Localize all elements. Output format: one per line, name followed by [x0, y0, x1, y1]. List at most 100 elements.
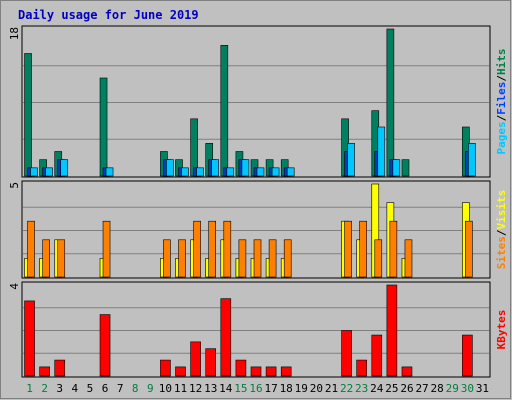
- panel-hits: 18 Pages/Files/Hits: [8, 25, 508, 178]
- bar-pages-day-10: [166, 159, 174, 177]
- bar-kbytes-day-22: [341, 330, 352, 377]
- panel-hits-legend-label: Pages/Files/Hits: [495, 49, 508, 155]
- bar-kbytes-day-1: [24, 300, 35, 377]
- bar-sites-day-24: [374, 239, 383, 278]
- day-label-3: 3: [56, 382, 63, 395]
- bar-kbytes-day-16: [250, 366, 262, 377]
- bar-sites-day-17: [268, 239, 277, 278]
- bar-sites-day-11: [178, 239, 186, 278]
- day-label-18: 18: [280, 382, 293, 395]
- legend-part: Sites: [495, 236, 508, 269]
- day-label-10: 10: [159, 382, 172, 395]
- bar-pages-day-11: [181, 167, 189, 177]
- bar-sites-day-12: [193, 220, 201, 278]
- bar-sites-day-6: [102, 220, 111, 278]
- bar-hits-day-1: [24, 53, 32, 177]
- series-sites: [27, 220, 473, 278]
- panel-visits-legend-label: Sites/Visits: [495, 190, 508, 270]
- panel-visits-ymax-label: 5: [8, 182, 21, 189]
- bar-kbytes-day-25: [386, 284, 398, 377]
- bar-hits-day-12: [190, 118, 198, 177]
- day-label-16: 16: [249, 382, 262, 395]
- bar-kbytes-day-14: [220, 298, 232, 377]
- day-label-19: 19: [295, 382, 308, 395]
- bar-kbytes-day-3: [54, 359, 66, 377]
- bar-sites-day-3: [57, 239, 66, 278]
- bar-pages-day-3: [60, 159, 69, 177]
- panel-kbytes: 4 KBytes: [8, 281, 508, 378]
- day-label-15: 15: [234, 382, 247, 395]
- day-label-14: 14: [219, 382, 233, 395]
- series-pages: [30, 126, 476, 177]
- panel-kbytes-plot-area: [21, 281, 491, 378]
- bar-pages-day-25: [392, 159, 401, 177]
- panel-kbytes-ymax-label: 4: [8, 283, 21, 290]
- day-label-13: 13: [204, 382, 217, 395]
- bar-kbytes-day-11: [175, 366, 186, 377]
- panel-hits-ymax-label: 18: [8, 27, 21, 40]
- day-label-31: 31: [476, 382, 489, 395]
- day-label-21: 21: [325, 382, 338, 395]
- bar-kbytes-day-6: [99, 314, 111, 377]
- bar-pages-day-16: [256, 167, 265, 177]
- day-label-28: 28: [431, 382, 444, 395]
- series-kbytes: [24, 284, 473, 377]
- bar-pages-day-2: [45, 167, 53, 177]
- bar-pages-day-14: [226, 167, 235, 177]
- day-label-8: 8: [132, 382, 139, 395]
- bar-sites-day-14: [223, 220, 232, 278]
- bar-sites-day-25: [389, 220, 398, 278]
- bar-sites-day-30: [465, 220, 473, 278]
- bar-hits-day-26: [401, 159, 410, 177]
- bar-sites-day-16: [253, 239, 262, 278]
- day-label-9: 9: [147, 382, 154, 395]
- bar-kbytes-day-10: [160, 359, 171, 377]
- bar-pages-day-6: [105, 167, 114, 177]
- panel-kbytes-legend-label: KBytes: [495, 310, 508, 350]
- bar-kbytes-day-17: [265, 366, 277, 377]
- day-label-27: 27: [415, 382, 428, 395]
- day-label-23: 23: [355, 382, 368, 395]
- x-axis-day-labels: 1 2 3 4 5 6 7 8 9 10 11 12 13 14 15 16 17 18 19 20 21 22 23 24 2…: [26, 382, 489, 395]
- panel-visits: 5 Sites/Visits: [8, 180, 508, 279]
- bar-pages-day-18: [286, 167, 295, 177]
- day-label-30: 30: [461, 382, 474, 395]
- bar-sites-day-13: [208, 220, 217, 278]
- day-label-1: 1: [26, 382, 33, 395]
- bar-pages-day-30: [468, 143, 476, 177]
- bar-pages-day-13: [211, 159, 220, 177]
- legend-part: KBytes: [495, 310, 508, 350]
- legend-part: /: [495, 114, 508, 121]
- bar-sites-day-15: [238, 239, 247, 278]
- legend-part: Files: [495, 82, 508, 115]
- bar-pages-day-12: [196, 167, 204, 177]
- day-label-25: 25: [385, 382, 398, 395]
- bar-pages-day-24: [377, 126, 386, 177]
- day-label-2: 2: [41, 382, 48, 395]
- panel-hits-plot-area: [21, 25, 491, 178]
- bar-kbytes-day-13: [205, 348, 217, 377]
- bar-sites-day-18: [283, 239, 292, 278]
- legend-part: Hits: [495, 49, 508, 76]
- bar-kbytes-day-24: [371, 334, 383, 377]
- day-label-29: 29: [446, 382, 459, 395]
- day-label-20: 20: [310, 382, 323, 395]
- legend-part: Visits: [495, 190, 508, 230]
- day-label-12: 12: [189, 382, 202, 395]
- bar-hits-day-14: [220, 45, 229, 177]
- bar-pages-day-17: [271, 167, 280, 177]
- bar-sites-day-2: [42, 239, 50, 278]
- bar-kbytes-day-30: [462, 334, 473, 377]
- bar-kbytes-day-23: [356, 359, 367, 377]
- bar-kbytes-day-2: [39, 366, 50, 377]
- day-label-22: 22: [340, 382, 353, 395]
- bar-sites-day-1: [27, 220, 35, 278]
- bar-sites-day-10: [163, 239, 171, 278]
- day-label-24: 24: [370, 382, 384, 395]
- bar-kbytes-day-26: [401, 366, 413, 377]
- chart-title: Daily usage for June 2019: [18, 8, 199, 22]
- legend-part: /: [495, 75, 508, 82]
